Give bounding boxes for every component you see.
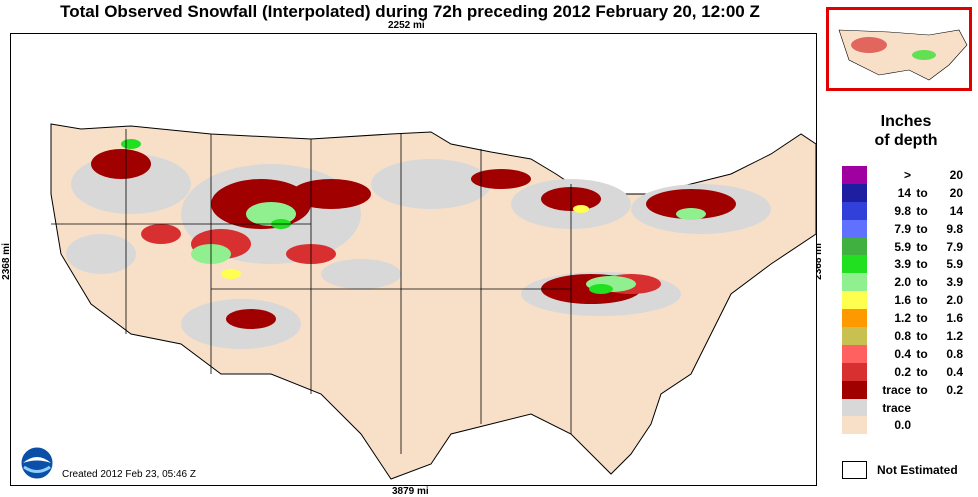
legend-row: 14 to 20 — [842, 183, 972, 202]
legend-row: 0.2 to 0.4 — [842, 362, 972, 381]
legend-to: to — [916, 328, 928, 343]
legend-hi: 1.6 — [946, 311, 963, 326]
legend-to: to — [916, 257, 928, 272]
not-estimated-legend: Not Estimated — [842, 461, 958, 479]
legend-row: 0.8 to 1.2 — [842, 327, 972, 345]
legend-to: to — [916, 293, 928, 308]
legend-lo: 3.9 — [894, 257, 911, 272]
legend-hi: 20 — [949, 185, 963, 200]
legend-title: Inches of depth — [842, 112, 970, 150]
legend-title-line1: Inches — [880, 113, 932, 130]
legend-hi: 1.2 — [946, 328, 963, 343]
legend-row: 1.6 to 2.0 — [842, 291, 972, 310]
legend-swatch — [842, 201, 867, 220]
legend-title-line2: of depth — [874, 132, 938, 149]
distance-top-label: 2252 mi — [388, 20, 425, 31]
legend-lo: 0.0 — [894, 418, 911, 433]
legend-lo: 0.4 — [894, 346, 911, 361]
created-timestamp: Created 2012 Feb 23, 05:46 Z — [62, 469, 196, 480]
distance-bottom-label: 3879 mi — [392, 486, 429, 497]
snowfall-map[interactable] — [10, 33, 817, 486]
legend-to: to — [916, 275, 928, 290]
legend-lo: trace — [882, 400, 911, 415]
legend-lo: 0.2 — [894, 364, 911, 379]
legend-to: to — [916, 239, 928, 254]
legend-swatch — [842, 398, 867, 417]
legend-to: to — [916, 221, 928, 236]
legend-to: to — [916, 185, 928, 200]
inset-land-area — [838, 29, 968, 81]
legend-row: 7.9 to 9.8 — [842, 219, 972, 238]
legend-hi: 0.2 — [946, 382, 963, 397]
legend-row: trace to 0.2 — [842, 380, 972, 399]
legend-row: 2.0 to 3.9 — [842, 273, 972, 292]
legend-lo: 14 — [897, 185, 911, 200]
legend-lo: 9.8 — [894, 203, 911, 218]
legend-row: 0.4 to 0.8 — [842, 344, 972, 363]
legend-to: to — [916, 346, 928, 361]
legend-hi: 3.9 — [946, 275, 963, 290]
legend-to: to — [916, 203, 928, 218]
legend-row: 0.0 — [842, 416, 972, 435]
legend-hi: 14 — [949, 203, 963, 218]
legend-swatch — [842, 380, 867, 399]
legend-lo: 5.9 — [894, 239, 911, 254]
legend-hi: 0.4 — [946, 364, 963, 379]
legend-lo: trace — [882, 382, 911, 397]
legend-lo: 7.9 — [894, 221, 911, 236]
legend-swatch — [842, 416, 867, 435]
legend-to: to — [916, 382, 928, 397]
legend-lo: 0.8 — [894, 328, 911, 343]
legend-lo: 1.6 — [894, 293, 911, 308]
not-estimated-label: Not Estimated — [877, 463, 958, 477]
legend-hi: 0.8 — [946, 346, 963, 361]
legend-row: 1.2 to 1.6 — [842, 309, 972, 328]
legend-hi: 20 — [949, 167, 963, 182]
legend-swatch — [842, 273, 867, 292]
legend-row: trace — [842, 398, 972, 417]
map-title: Total Observed Snowfall (Interpolated) d… — [60, 2, 760, 21]
legend-hi: 9.8 — [946, 221, 963, 236]
legend-hi: 2.0 — [946, 293, 963, 308]
legend-swatch — [842, 237, 867, 256]
overview-inset-map[interactable] — [826, 7, 972, 91]
legend-hi: 5.9 — [946, 257, 963, 272]
legend-to: to — [916, 364, 928, 379]
not-estimated-swatch — [842, 461, 867, 479]
legend-row: >20 — [842, 166, 972, 184]
legend-swatch — [842, 166, 867, 184]
legend-row: 5.9 to 7.9 — [842, 237, 972, 256]
legend-row: 9.8 to 14 — [842, 201, 972, 220]
legend-lo: 1.2 — [894, 311, 911, 326]
legend-swatch — [842, 291, 867, 310]
legend-lo: 2.0 — [894, 275, 911, 290]
legend-hi: 7.9 — [946, 239, 963, 254]
legend-to: to — [916, 311, 928, 326]
legend-swatch — [842, 327, 867, 345]
legend-swatch — [842, 344, 867, 363]
legend-row: 3.9 to 5.9 — [842, 255, 972, 274]
legend-swatch — [842, 362, 867, 381]
legend: >20 14 to 20 9.8 to 14 7.9 to 9.8 5.9 to 7.9 3.9 to 5.9… — [842, 166, 972, 435]
legend-swatch — [842, 255, 867, 274]
legend-swatch — [842, 309, 867, 328]
legend-swatch — [842, 183, 867, 202]
noaa-logo-icon — [20, 446, 54, 480]
legend-swatch — [842, 219, 867, 238]
legend-lo: > — [903, 167, 911, 182]
